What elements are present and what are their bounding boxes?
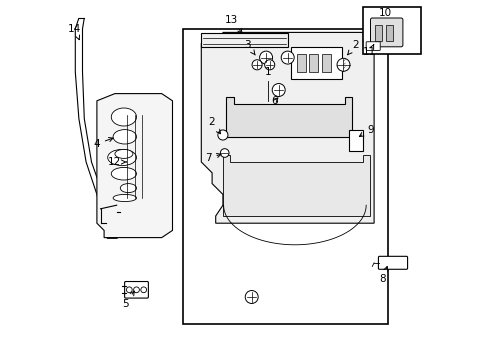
Ellipse shape bbox=[113, 194, 136, 202]
Circle shape bbox=[133, 287, 139, 293]
Circle shape bbox=[141, 287, 146, 293]
FancyBboxPatch shape bbox=[110, 131, 120, 139]
PathPatch shape bbox=[97, 94, 172, 238]
Text: 8: 8 bbox=[379, 266, 387, 284]
FancyBboxPatch shape bbox=[370, 18, 402, 47]
Ellipse shape bbox=[115, 149, 133, 158]
Ellipse shape bbox=[111, 167, 136, 180]
Circle shape bbox=[264, 60, 274, 70]
Circle shape bbox=[251, 60, 262, 70]
Text: 2: 2 bbox=[347, 40, 358, 55]
Text: 11: 11 bbox=[363, 44, 376, 57]
Text: 5: 5 bbox=[122, 291, 134, 309]
Text: 3: 3 bbox=[244, 40, 255, 55]
Bar bbox=[385, 25, 392, 41]
PathPatch shape bbox=[201, 32, 373, 223]
Circle shape bbox=[281, 51, 294, 64]
Ellipse shape bbox=[113, 130, 136, 144]
Circle shape bbox=[244, 291, 258, 303]
Bar bbox=[363, 7, 420, 54]
FancyBboxPatch shape bbox=[124, 282, 148, 298]
Bar bbox=[106, 227, 112, 232]
Text: 7: 7 bbox=[204, 153, 221, 163]
FancyBboxPatch shape bbox=[378, 256, 407, 269]
Circle shape bbox=[126, 287, 132, 293]
Text: 6: 6 bbox=[271, 96, 278, 106]
Text: 13: 13 bbox=[224, 15, 242, 33]
Circle shape bbox=[272, 84, 285, 96]
Bar bbox=[321, 54, 330, 72]
PathPatch shape bbox=[223, 155, 370, 216]
FancyBboxPatch shape bbox=[107, 228, 117, 238]
Bar bbox=[183, 29, 387, 324]
Text: 14: 14 bbox=[68, 24, 81, 40]
Text: 1: 1 bbox=[264, 67, 271, 77]
Bar bbox=[201, 33, 287, 47]
Text: 4: 4 bbox=[93, 138, 113, 149]
Circle shape bbox=[220, 149, 228, 157]
Ellipse shape bbox=[111, 108, 136, 126]
Text: 9: 9 bbox=[359, 125, 373, 136]
Text: 2: 2 bbox=[208, 117, 220, 134]
Circle shape bbox=[336, 58, 349, 71]
Ellipse shape bbox=[107, 149, 136, 166]
Circle shape bbox=[259, 51, 272, 64]
Bar bbox=[348, 130, 363, 151]
Bar bbox=[291, 47, 341, 79]
Text: 10: 10 bbox=[378, 8, 391, 18]
Bar bbox=[296, 54, 305, 72]
Text: 12: 12 bbox=[107, 157, 126, 167]
Bar bbox=[309, 54, 318, 72]
Ellipse shape bbox=[120, 184, 136, 193]
PathPatch shape bbox=[226, 97, 352, 137]
FancyBboxPatch shape bbox=[366, 42, 380, 50]
Bar bbox=[374, 25, 381, 41]
Circle shape bbox=[218, 130, 227, 140]
